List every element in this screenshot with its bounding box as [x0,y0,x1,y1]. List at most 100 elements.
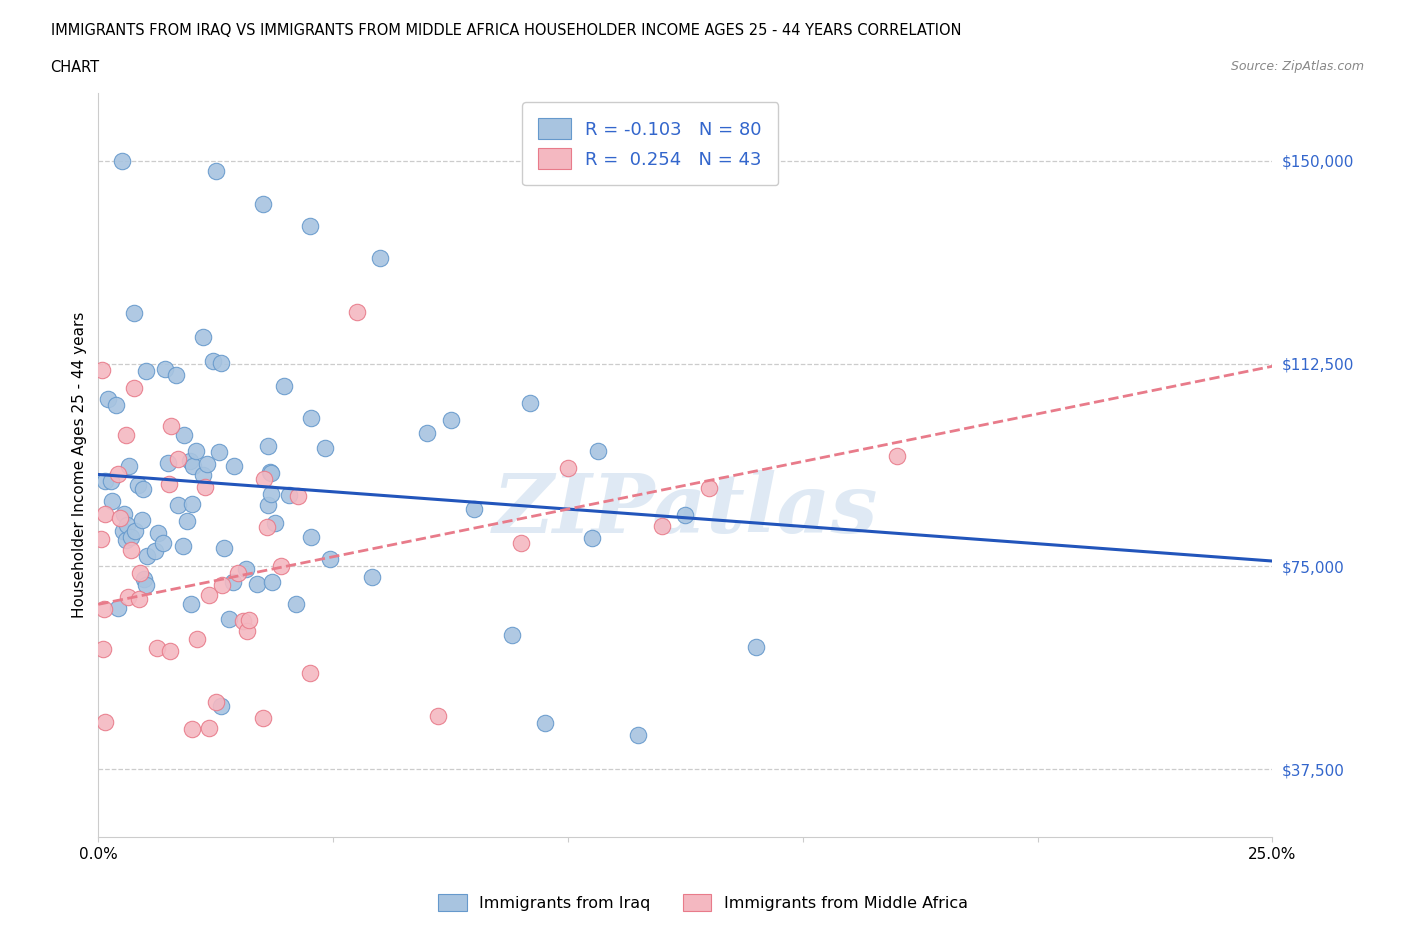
Point [236,624,259,639]
Point [176,513,198,528]
Point [235,561,257,576]
Point [463,502,485,517]
Point [100,473,122,488]
Point [260,465,283,480]
Point [129,565,152,580]
Point [186,444,208,458]
Point [91,363,114,378]
Point [277,487,299,502]
Point [101,493,124,508]
Y-axis label: Householder Income Ages 25 - 44 years: Householder Income Ages 25 - 44 years [72,312,87,618]
Point [501,628,523,643]
Text: CHART: CHART [51,60,100,75]
Point [181,722,204,737]
Point [120,542,142,557]
Point [105,398,128,413]
Point [191,468,214,483]
Point [218,612,240,627]
Point [131,512,153,527]
Point [319,551,342,566]
Point [93,602,115,617]
Point [122,380,145,395]
Point [198,587,221,602]
Point [298,219,321,233]
Point [186,631,208,646]
Point [252,196,274,211]
Point [118,458,141,473]
Point [201,353,224,368]
Point [557,461,579,476]
Point [195,457,218,472]
Point [273,379,295,393]
Point [157,456,180,471]
Point [246,577,269,591]
Point [146,641,169,656]
Point [97,392,120,406]
Point [212,541,235,556]
Point [167,452,190,467]
Point [181,497,204,512]
Point [94,715,117,730]
Point [264,516,287,531]
Text: ZIPatlas: ZIPatlas [492,470,879,550]
Point [426,708,449,723]
Point [120,530,142,545]
Point [222,458,245,473]
Text: Source: ZipAtlas.com: Source: ZipAtlas.com [1230,60,1364,73]
Point [165,367,187,382]
Point [160,418,183,433]
Point [183,458,205,473]
Point [128,591,150,606]
Point [191,329,214,344]
Point [209,699,232,714]
Point [143,544,166,559]
Point [114,427,136,442]
Text: IMMIGRANTS FROM IRAQ VS IMMIGRANTS FROM MIDDLE AFRICA HOUSEHOLDER INCOME AGES 25: IMMIGRANTS FROM IRAQ VS IMMIGRANTS FROM … [51,23,962,38]
Point [533,716,555,731]
Point [260,487,283,502]
Point [135,364,157,379]
Point [675,508,697,523]
Point [205,695,228,710]
Point [146,525,169,540]
Point [180,597,202,612]
Point [697,481,720,496]
Point [107,601,129,616]
Point [132,481,155,496]
Point [209,355,232,370]
Legend: R = -0.103   N = 80, R =  0.254   N = 43: R = -0.103 N = 80, R = 0.254 N = 43 [522,102,778,185]
Point [221,574,243,589]
Point [111,524,134,538]
Point [211,578,233,592]
Point [285,596,308,611]
Point [439,413,461,428]
Point [262,575,284,590]
Point [259,465,281,480]
Point [135,578,157,592]
Point [314,441,336,456]
Point [135,549,157,564]
Point [167,498,190,513]
Point [173,428,195,443]
Point [157,477,180,492]
Point [108,511,131,525]
Point [299,529,322,544]
Point [124,524,146,538]
Point [179,454,201,469]
Point [651,518,673,533]
Point [205,164,228,179]
Point [232,614,254,629]
Point [256,519,278,534]
Legend: Immigrants from Iraq, Immigrants from Middle Africa: Immigrants from Iraq, Immigrants from Mi… [432,887,974,917]
Point [197,721,219,736]
Point [270,559,292,574]
Point [627,727,650,742]
Point [94,473,117,488]
Point [745,639,768,654]
Point [208,445,231,459]
Point [93,642,115,657]
Point [153,362,176,377]
Point [416,425,439,440]
Point [226,565,249,580]
Point [152,536,174,551]
